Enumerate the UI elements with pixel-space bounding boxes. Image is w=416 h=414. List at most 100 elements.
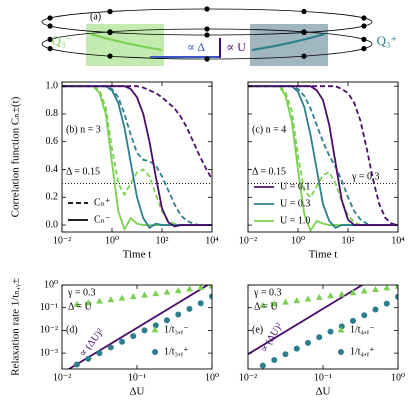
data-line <box>62 85 212 230</box>
circle-marker <box>293 345 300 352</box>
triangle-marker <box>118 294 126 301</box>
ring-dot <box>47 36 53 42</box>
panel: 10⁻² 10⁰ 10² 10⁴ 0.0 0.2 0.4 0.6 0.8 1.0 Cₙ⁺ Cₙ⁻ (b)… <box>10 80 220 260</box>
x-tick-label: 10⁻¹ <box>314 372 332 383</box>
legend-label: 1/t₃,ᵧ⁺ <box>164 346 188 357</box>
ring-dot <box>107 8 113 15</box>
circle-marker <box>327 328 334 335</box>
left-region <box>86 24 164 66</box>
triangle-marker <box>383 285 391 291</box>
annotation: γ = 0.3 <box>351 171 380 182</box>
y-tick-label: 10⁻¹ <box>40 302 58 313</box>
ring-dot <box>107 53 113 59</box>
circle-marker <box>152 322 159 329</box>
triangle-marker <box>107 296 115 303</box>
delta-label: ∝ Δ <box>187 40 205 54</box>
y-tick-label: 1.0 <box>46 80 59 91</box>
circle-marker <box>259 362 266 369</box>
triangle-marker <box>338 290 346 297</box>
triangle-marker <box>84 299 92 306</box>
legend-label: U = 0.3 <box>280 198 310 209</box>
y-tick-label: 0.0 <box>46 219 59 230</box>
triangle-marker <box>208 285 212 289</box>
triangle-marker <box>372 285 379 292</box>
circle-marker <box>186 305 193 312</box>
triangle-marker <box>152 290 160 297</box>
ring-dot <box>301 29 307 35</box>
y-axis-label: Correlation function Cₙ±(t) <box>10 96 22 217</box>
circle-marker <box>395 293 398 300</box>
triangle-marker <box>73 300 81 307</box>
triangle-marker <box>349 289 357 296</box>
x-tick-label: 10⁻² <box>53 372 71 383</box>
y-tick-label: 0.4 <box>46 164 59 175</box>
legend-label: Cₙ⁺ <box>94 197 110 208</box>
ring-dot <box>204 32 210 38</box>
data-line <box>248 285 364 355</box>
triangle-marker <box>315 293 323 300</box>
x-tick-label: 10² <box>156 235 169 246</box>
triangle-marker <box>282 298 289 305</box>
plot-area <box>248 285 398 369</box>
triangle-marker <box>174 287 182 294</box>
ring-dot <box>361 15 367 21</box>
ring-dot <box>47 15 53 21</box>
circle-marker <box>175 311 182 318</box>
circle-marker <box>96 350 103 357</box>
annotation: (d) <box>66 324 78 335</box>
circle-marker <box>152 349 158 355</box>
triangle-marker <box>270 300 278 307</box>
right-region <box>250 24 328 66</box>
plot-area <box>67 285 212 369</box>
annotation: (e) <box>252 324 263 335</box>
y-tick-label: 10⁰ <box>44 279 58 290</box>
annotation: Δ = U <box>68 301 93 312</box>
data-line <box>62 85 212 226</box>
left-curve <box>89 33 163 51</box>
annotation: γ = 0.3 <box>253 287 282 298</box>
panel: 10⁻² 10⁻¹ 10⁰∝ (ΔU)² 1/t₄,ᵧ⁻1/t₄,ᵧ⁺γ = 0.3Δ… <box>239 284 405 398</box>
annotation: Δ = U <box>254 301 279 312</box>
axes-frame <box>61 284 213 370</box>
circle-marker <box>383 300 390 307</box>
triangle-marker <box>337 326 345 333</box>
annotation: Δ = 0.15 <box>252 166 286 177</box>
triangle-marker <box>186 285 193 292</box>
ring-dot <box>361 36 367 42</box>
left-label: Q₃⁻ <box>52 33 73 48</box>
triangle-marker <box>293 297 301 304</box>
y-axis-label: Relaxation rate 1/tₙ,ᵧ± <box>10 278 22 376</box>
triangle-marker <box>394 285 398 289</box>
ring-dot <box>301 8 307 15</box>
legend-label: Cₙ⁻ <box>94 214 110 225</box>
x-axis-label: Time t <box>309 249 338 261</box>
axes-frame <box>61 81 213 233</box>
legend-label: 1/t₃,ᵧ⁻ <box>164 324 188 335</box>
x-tick-label: 10⁰ <box>205 372 219 383</box>
y-tick-label: 0.8 <box>46 108 59 119</box>
ring-dot <box>361 46 367 52</box>
circle-marker <box>107 344 114 351</box>
x-tick-label: 10⁻² <box>239 372 257 383</box>
x-tick-label: 10⁴ <box>391 235 405 246</box>
u-label: ∝ U <box>226 40 246 54</box>
ring-dot <box>301 53 307 59</box>
annotation: (b) n = 3 <box>66 124 101 135</box>
y-tick-label: 0.6 <box>46 136 59 147</box>
triangle-marker <box>327 292 334 299</box>
panel-label: (a) <box>90 11 101 22</box>
circle-marker <box>141 327 148 334</box>
ring-dot <box>204 56 210 62</box>
annotation: (c) n = 4 <box>252 124 286 135</box>
triangle-marker <box>129 293 137 300</box>
annotation: γ = 0.3 <box>67 287 96 298</box>
circle-marker <box>372 306 379 313</box>
circle-marker <box>197 300 204 307</box>
x-tick-label: 10⁰ <box>105 235 119 246</box>
data-line <box>248 85 398 226</box>
circle-marker <box>209 293 212 300</box>
panel: 10⁻² 10⁰ 10² 10⁴ U = 0.1 U = 0.3 U = 1.0 (c) n … <box>239 81 405 261</box>
triangle-marker <box>163 288 171 295</box>
x-tick-label: 10⁻² <box>53 235 71 246</box>
